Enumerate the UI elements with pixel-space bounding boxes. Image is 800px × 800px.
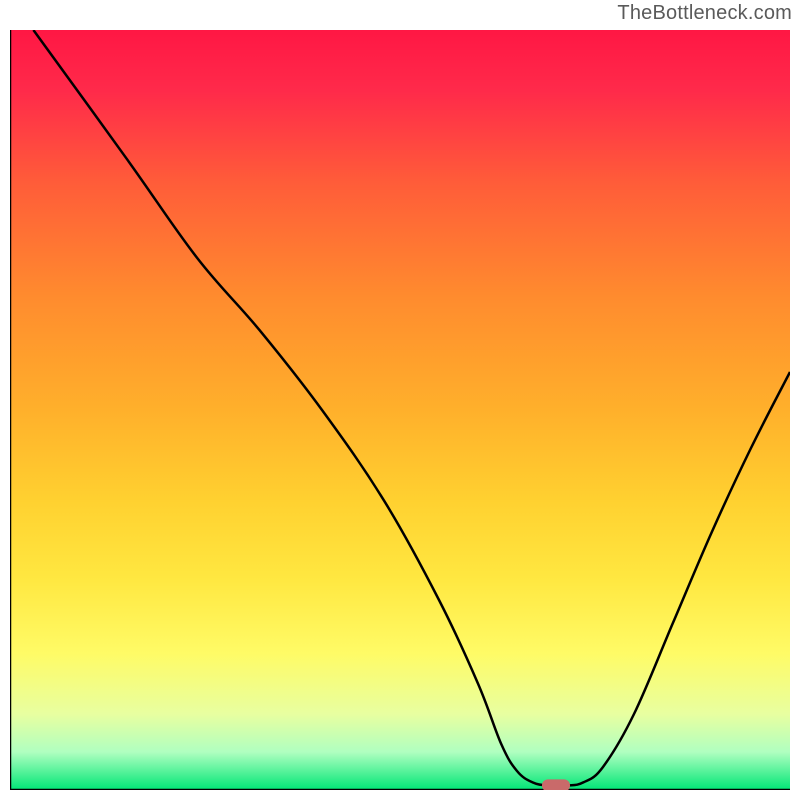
- bottleneck-chart: [10, 30, 790, 790]
- optimal-marker: [542, 779, 570, 790]
- chart-background: [10, 30, 790, 790]
- watermark-text: TheBottleneck.com: [617, 2, 792, 25]
- chart-plot-area: [10, 30, 790, 790]
